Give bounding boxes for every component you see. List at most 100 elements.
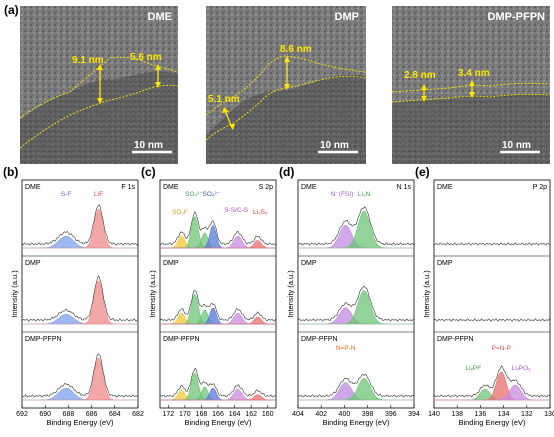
- x-tick-label: 134: [498, 411, 510, 418]
- spectrum-trace: [297, 373, 415, 398]
- peak-component: [298, 290, 414, 325]
- tem-title-dmp-pfpn: DMP-PFPN: [488, 11, 546, 23]
- x-tick-label: 400: [339, 411, 351, 418]
- x-tick-label: 162: [245, 411, 257, 418]
- sample-label: DMP: [437, 260, 453, 267]
- sample-label: DME: [25, 184, 41, 191]
- peak-component: [298, 378, 414, 401]
- peak-component: [160, 240, 276, 249]
- plot-frame: [433, 179, 551, 409]
- x-tick-label: 168: [196, 411, 208, 418]
- x-tick-label: 686: [86, 411, 98, 418]
- spectrum-trace: [433, 318, 551, 322]
- sample-label: DME: [437, 184, 453, 191]
- y-axis-label: Intensity (a.u.): [148, 270, 157, 318]
- spectrum-trace: [21, 275, 139, 322]
- sample-label: DMP: [25, 260, 41, 267]
- peak-label: S-S/C-S: [224, 207, 249, 214]
- spectrum-title: P 2p: [533, 184, 547, 191]
- x-tick-label: 160: [262, 411, 274, 418]
- x-axis-label: Binding Energy (eV): [184, 418, 252, 427]
- spectrum-trace: [297, 206, 415, 246]
- scale-bar-label: 10 nm: [320, 140, 349, 151]
- measurement-label: 8.6 nm: [280, 44, 312, 55]
- x-axis-label: Binding Energy (eV): [458, 418, 526, 427]
- spectrum-trace: [21, 204, 139, 246]
- x-tick-label: 170: [179, 411, 191, 418]
- peak-label: S-F: [61, 191, 72, 198]
- tem-title-dmp: DMP: [335, 11, 359, 23]
- sample-label: DMP: [163, 260, 179, 267]
- measurement-label: 9.1 nm: [72, 55, 104, 66]
- x-tick-label: 136: [475, 411, 487, 418]
- x-tick-label: 172: [162, 411, 174, 418]
- sample-label: DME: [163, 184, 179, 191]
- measurement-label: 3.4 nm: [458, 68, 490, 79]
- panel-label: (d): [279, 165, 294, 179]
- xps-panel-0: (b) 692 690 688 686 684 682 Binding Energy (eV)…: [3, 165, 144, 427]
- spectrum-trace: [159, 368, 277, 398]
- x-tick-label: 688: [63, 411, 75, 418]
- plot-frame: [21, 179, 139, 409]
- x-axis-label: Binding Energy (eV): [46, 418, 114, 427]
- spectrum-title: S 2p: [259, 184, 274, 191]
- sample-label: DMP: [301, 260, 317, 267]
- peak-label: LiₓPOᵧ: [512, 365, 532, 372]
- peak-label: Li₃N: [358, 191, 371, 198]
- peak-component: [434, 384, 550, 401]
- x-tick-label: 396: [385, 411, 397, 418]
- measurement-label: 5.6 nm: [130, 52, 162, 63]
- spectrum-trace: [159, 290, 277, 322]
- y-axis-label: Intensity (a.u.): [10, 270, 19, 318]
- peak-label: N=P-N: [336, 345, 356, 352]
- y-axis-label: Intensity (a.u.): [286, 270, 295, 318]
- x-tick-label: 130: [544, 411, 554, 418]
- scale-bar-label: 10 nm: [502, 140, 531, 151]
- plot-frame: [297, 179, 415, 409]
- spectrum-trace: [21, 353, 139, 398]
- tem-title-dme: DME: [148, 11, 172, 23]
- peak-label: N⁻(FSI): [331, 191, 354, 198]
- sample-label: DMP-PFPN: [301, 336, 338, 343]
- peak-label: SO₂F: [172, 209, 188, 216]
- xps-panels: (b) 692 690 688 686 684 682 Binding Energy (eV)…: [3, 165, 554, 427]
- peak-label: P=N-P: [492, 345, 511, 352]
- xps-panel-1: (c) 172 170 168 166 164 162 160 Binding Energy (…: [141, 165, 277, 427]
- x-tick-label: 398: [362, 411, 374, 418]
- panel-label: (e): [415, 165, 430, 179]
- x-tick-label: 394: [408, 411, 420, 418]
- y-axis-label: Intensity (a.u.): [422, 270, 431, 318]
- x-tick-label: 166: [212, 411, 224, 418]
- x-tick-label: 690: [39, 411, 51, 418]
- peak-label: SO₄²⁻: [203, 191, 221, 198]
- peak-component: [22, 357, 138, 401]
- spectrum-trace: [297, 285, 415, 322]
- x-tick-label: 684: [109, 411, 121, 418]
- sample-label: DMP-PFPN: [437, 336, 474, 343]
- x-tick-label: 132: [521, 411, 533, 418]
- spectrum-title: N 1s: [397, 184, 412, 191]
- tem-image-dmp-pfpn: DMP-PFPN 2.8 nm 3.4 nm 10 nm: [391, 6, 551, 164]
- x-tick-label: 138: [451, 411, 463, 418]
- peak-component: [160, 394, 276, 401]
- scale-bar-label: 10 nm: [134, 140, 163, 151]
- xps-panel-2: (d) 404 402 400 398 396 394 Binding Energy (eV)…: [279, 165, 420, 427]
- spectrum-trace: [433, 365, 551, 398]
- peak-component: [22, 208, 138, 249]
- tem-image-dmp: DMP 8.6 nm 5.1 nm 10 nm: [205, 6, 367, 164]
- peak-component: [22, 387, 138, 401]
- measurement-label: 2.8 nm: [404, 70, 436, 81]
- x-tick-label: 164: [229, 411, 241, 418]
- sample-label: DMP-PFPN: [163, 336, 200, 343]
- peak-component: [160, 316, 276, 325]
- peak-label: LiF: [94, 191, 103, 198]
- x-tick-label: 140: [428, 411, 440, 418]
- x-tick-label: 682: [132, 411, 144, 418]
- panel-label: (c): [141, 165, 156, 179]
- x-tick-label: 402: [315, 411, 327, 418]
- tem-image-dme: DME 9.1 nm 5.6 nm 10 nm: [19, 6, 179, 164]
- panel-label: (b): [3, 165, 18, 179]
- spectrum-trace: [159, 210, 277, 246]
- xps-panel-3: (e) 140 138 136 134 132 130 Binding Energy (eV)…: [415, 165, 554, 427]
